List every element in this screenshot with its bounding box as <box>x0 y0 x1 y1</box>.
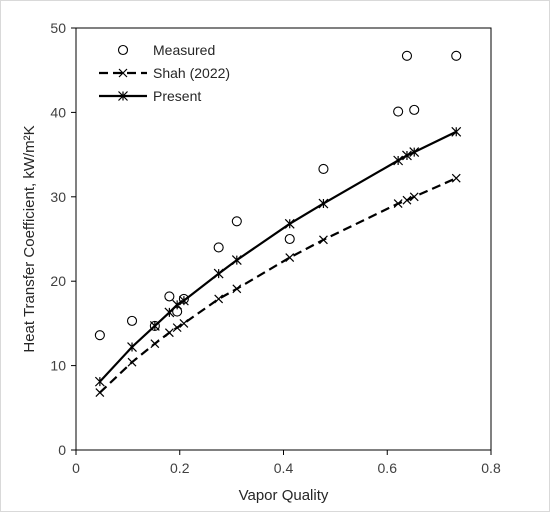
legend-marker-shah <box>118 68 128 78</box>
series-measured <box>94 50 462 341</box>
measured-point <box>393 106 404 117</box>
y-tick-label: 40 <box>50 104 66 120</box>
plot-area-border <box>75 27 492 451</box>
x-tick-label: 0.8 <box>481 460 501 476</box>
legend-item-present: Present <box>99 88 201 104</box>
series-layer <box>94 50 462 398</box>
x-tick-label: 0.2 <box>170 460 190 476</box>
y-tick-label: 10 <box>50 358 66 374</box>
shah-point <box>393 199 403 208</box>
y-tick-label: 30 <box>50 189 66 205</box>
legend-item-measured: Measured <box>117 42 215 58</box>
present-point <box>393 155 404 166</box>
measured-point <box>409 104 420 115</box>
measured-point <box>231 216 242 227</box>
present-point <box>284 218 295 229</box>
y-tick-label: 20 <box>50 273 66 289</box>
present-point <box>178 295 189 306</box>
legend-label-shah-2022: Shah (2022) <box>153 65 230 81</box>
shah-point <box>95 388 105 398</box>
present-point <box>164 307 175 318</box>
series-line-shah-2022 <box>99 177 457 394</box>
shah-point <box>164 328 174 338</box>
shah-point <box>232 284 242 294</box>
present-point <box>149 321 160 331</box>
legend-marker-measured <box>117 44 129 56</box>
shah-point <box>127 357 137 367</box>
shah-point <box>409 192 419 202</box>
shah-point <box>402 195 412 205</box>
series-shah-2022 <box>95 173 461 398</box>
x-tick-label: 0 <box>72 460 80 476</box>
series-present <box>94 126 462 387</box>
legend-marker-present <box>118 91 128 101</box>
x-tick-label: 0.4 <box>274 460 294 476</box>
measured-point <box>213 242 224 253</box>
present-point <box>451 126 462 137</box>
present-point <box>402 150 412 161</box>
x-axis-title: Vapor Quality <box>239 487 329 504</box>
y-tick-label: 50 <box>50 20 66 36</box>
measured-point <box>318 163 329 174</box>
shah-point <box>319 235 328 245</box>
axes: 0 0.2 0.4 0.6 0.8 0 10 20 30 40 50 <box>50 20 501 476</box>
shah-point <box>179 318 189 328</box>
y-tick-label: 0 <box>58 442 66 458</box>
present-point <box>94 376 105 387</box>
measured-point <box>451 50 462 61</box>
legend: Measured Shah (2022) Present <box>99 42 230 104</box>
present-point <box>213 268 224 279</box>
present-point <box>318 198 329 209</box>
measured-point <box>284 233 295 245</box>
measured-point <box>126 315 138 326</box>
y-axis-title: Heat Transfer Coefficient, kW/m²K <box>21 125 38 352</box>
shah-point <box>214 294 224 304</box>
shah-point <box>285 253 295 262</box>
shah-point <box>172 323 182 333</box>
measured-point <box>94 330 105 341</box>
present-point <box>231 255 242 266</box>
shah-point <box>451 173 461 183</box>
measured-point <box>401 50 413 61</box>
legend-label-present: Present <box>153 88 201 104</box>
present-point <box>172 299 183 310</box>
legend-label-measured: Measured <box>153 42 215 58</box>
present-point <box>127 342 137 352</box>
measured-point <box>164 291 175 302</box>
x-tick-label: 0.6 <box>378 460 398 476</box>
legend-item-shah-2022: Shah (2022) <box>99 65 230 81</box>
shah-point <box>150 339 160 349</box>
present-point <box>409 147 420 157</box>
